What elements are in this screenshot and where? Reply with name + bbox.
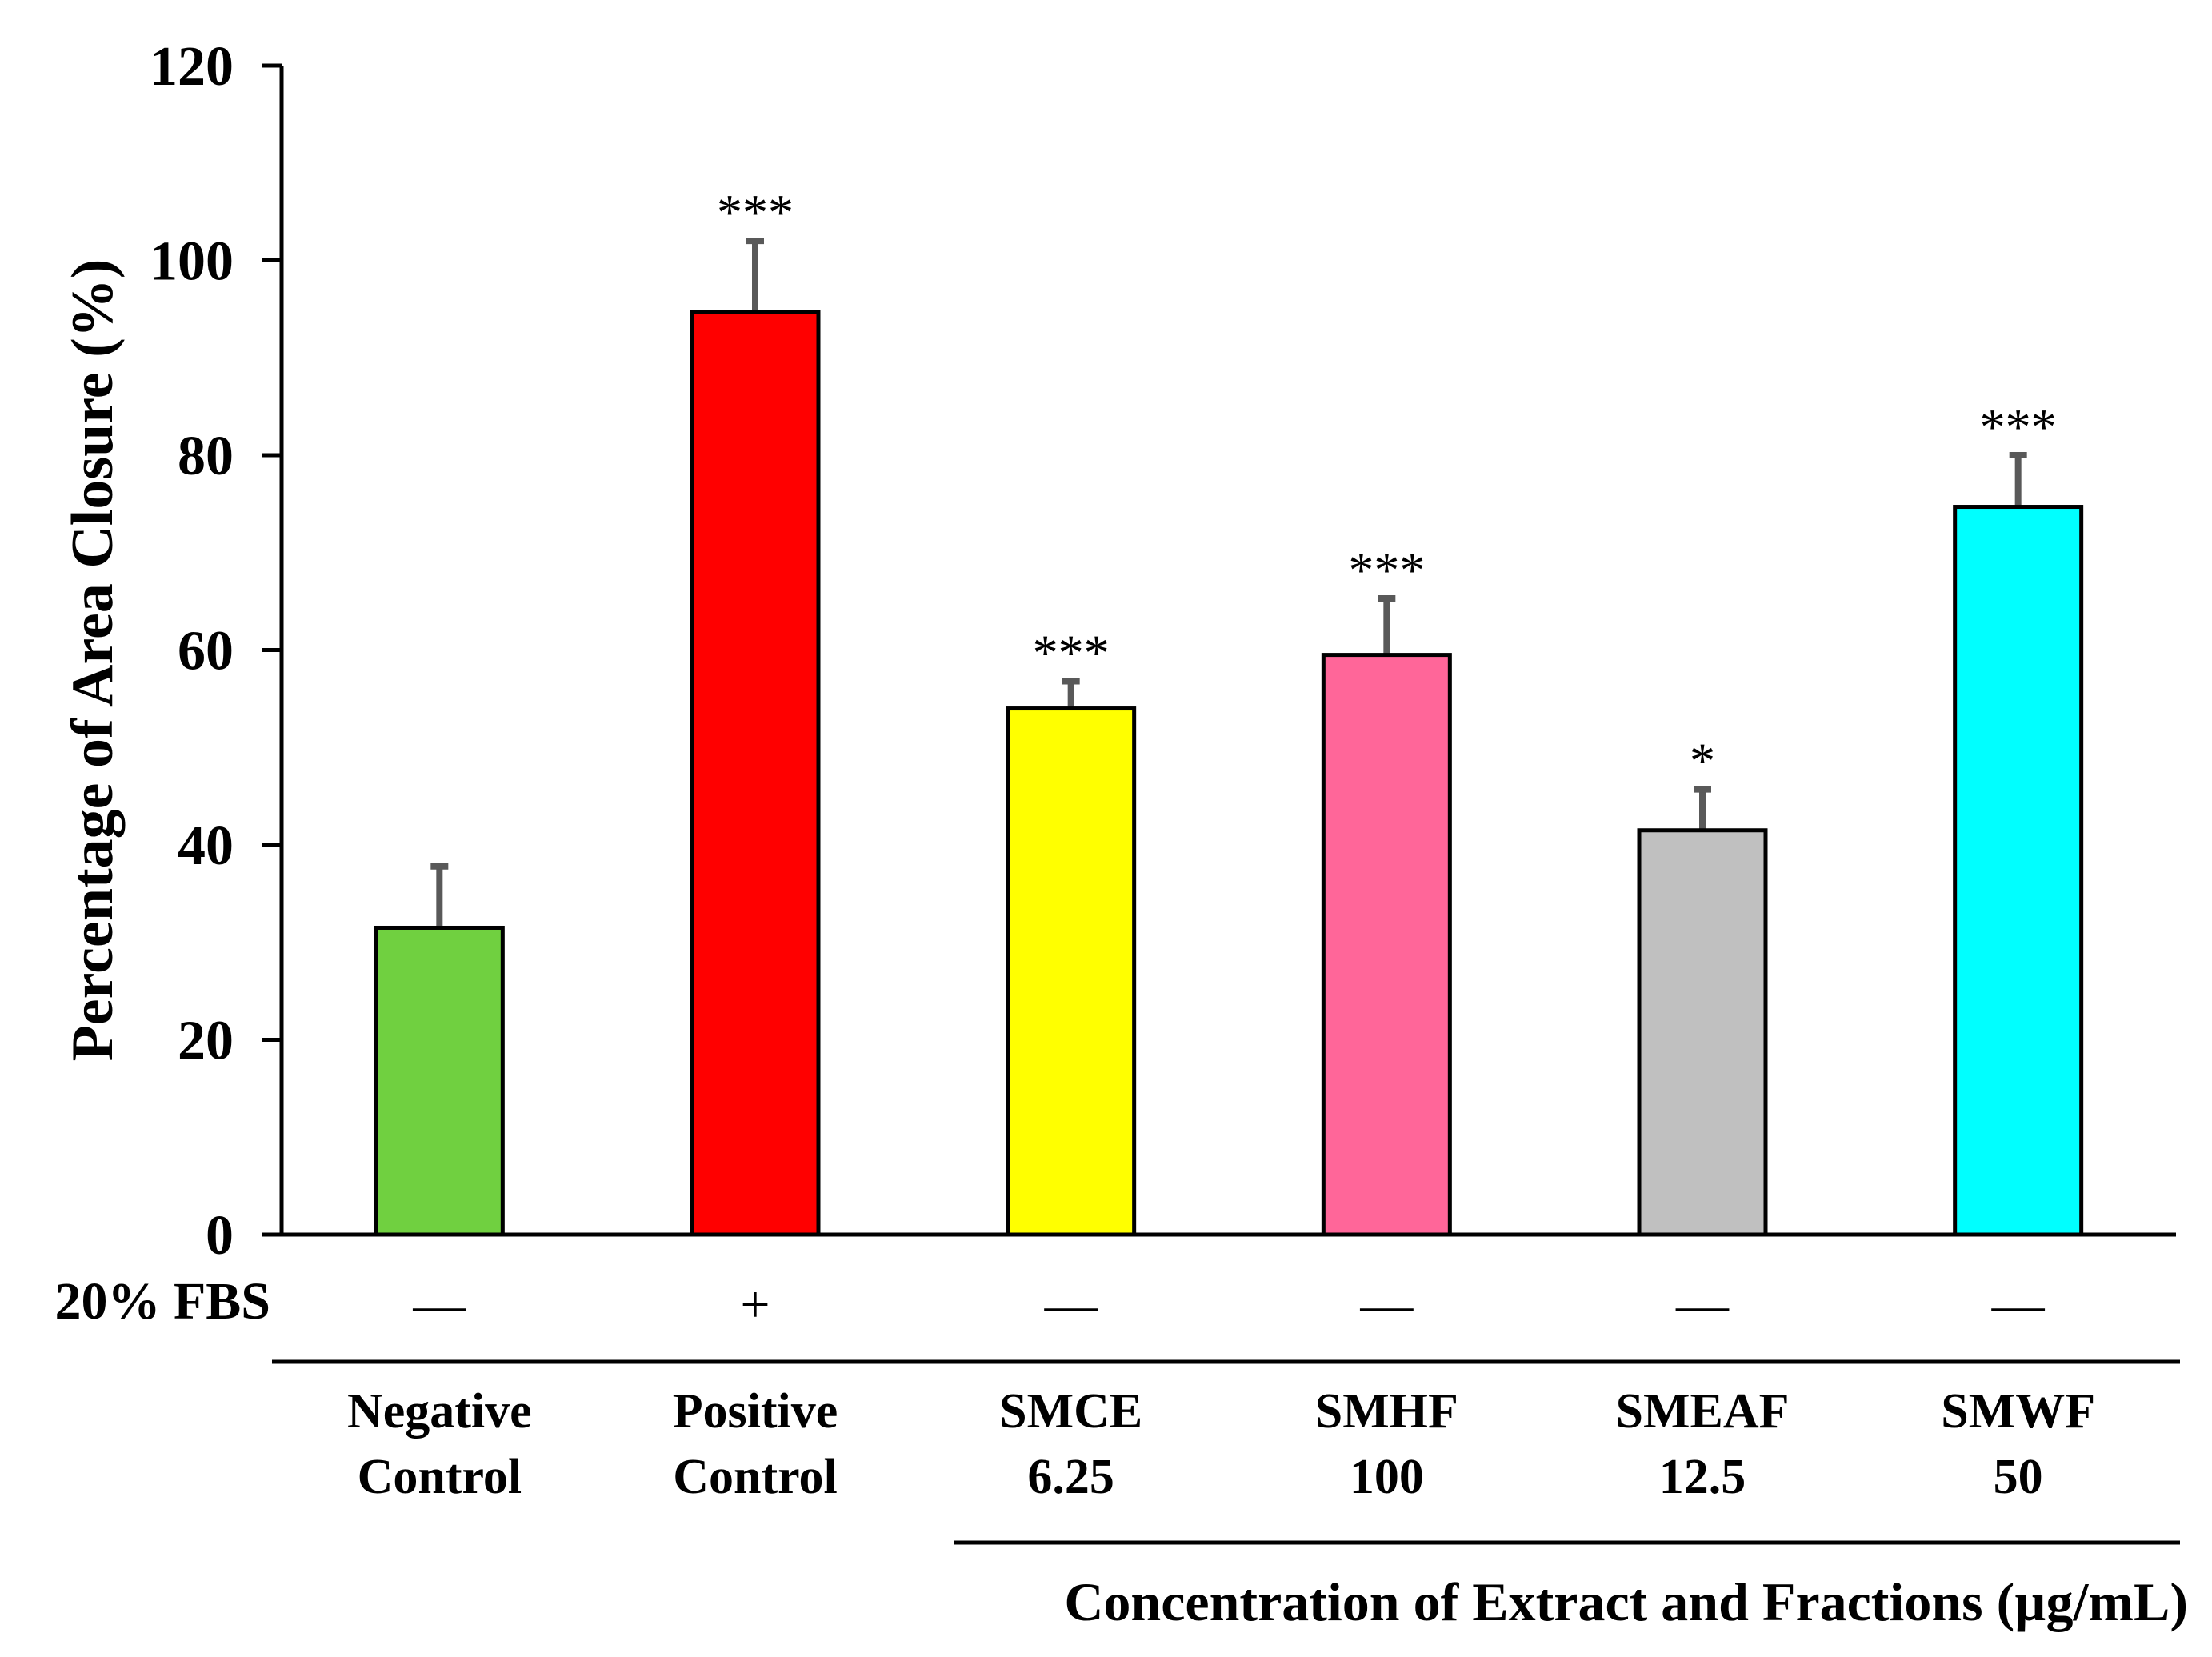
category-label: SMHF [1315,1384,1458,1439]
y-tick-label: 40 [178,815,234,877]
fbs-sign: — [1991,1275,2046,1334]
bar [1637,828,1768,1237]
significance-label: * [1690,733,1715,790]
x-axis-title: Concentration of Extract and Fractions (… [1064,1571,2188,1632]
category-label: SMCE [999,1384,1142,1439]
y-tick-label: 120 [150,36,234,98]
bar [1953,505,2084,1237]
category-label: 6.25 [1027,1450,1114,1504]
bar [1321,653,1452,1237]
fbs-sign: + [740,1275,770,1334]
category-label: 12.5 [1659,1450,1746,1504]
bar [1006,706,1137,1237]
y-axis-title: Percentage of Area Closure (%) [60,259,126,1062]
fbs-sign: — [412,1275,466,1334]
category-label: SMEAF [1616,1384,1790,1439]
category-label: Control [358,1450,522,1504]
y-tick-label: 20 [178,1011,234,1072]
y-tick-label: 80 [178,426,234,487]
category-label: Control [673,1450,838,1504]
significance-label: *** [1980,398,2057,455]
bar [374,925,505,1237]
fbs-sign: — [1675,1275,1730,1334]
significance-label: *** [717,184,794,241]
category-label: Positive [673,1384,838,1439]
fbs-row-label: 20% FBS [54,1272,270,1331]
significance-label: *** [1348,542,1425,598]
y-tick-label: 0 [206,1205,234,1267]
fbs-sign: — [1359,1275,1414,1334]
category-label: 50 [1994,1450,2043,1504]
category-label: SMWF [1941,1384,2095,1439]
category-label: Negative [347,1384,532,1439]
category-label: 100 [1350,1450,1424,1504]
y-tick-label: 100 [150,231,234,293]
y-tick-label: 60 [178,621,234,682]
bar [690,310,821,1237]
fbs-sign: — [1044,1275,1098,1334]
significance-label: *** [1033,624,1110,681]
